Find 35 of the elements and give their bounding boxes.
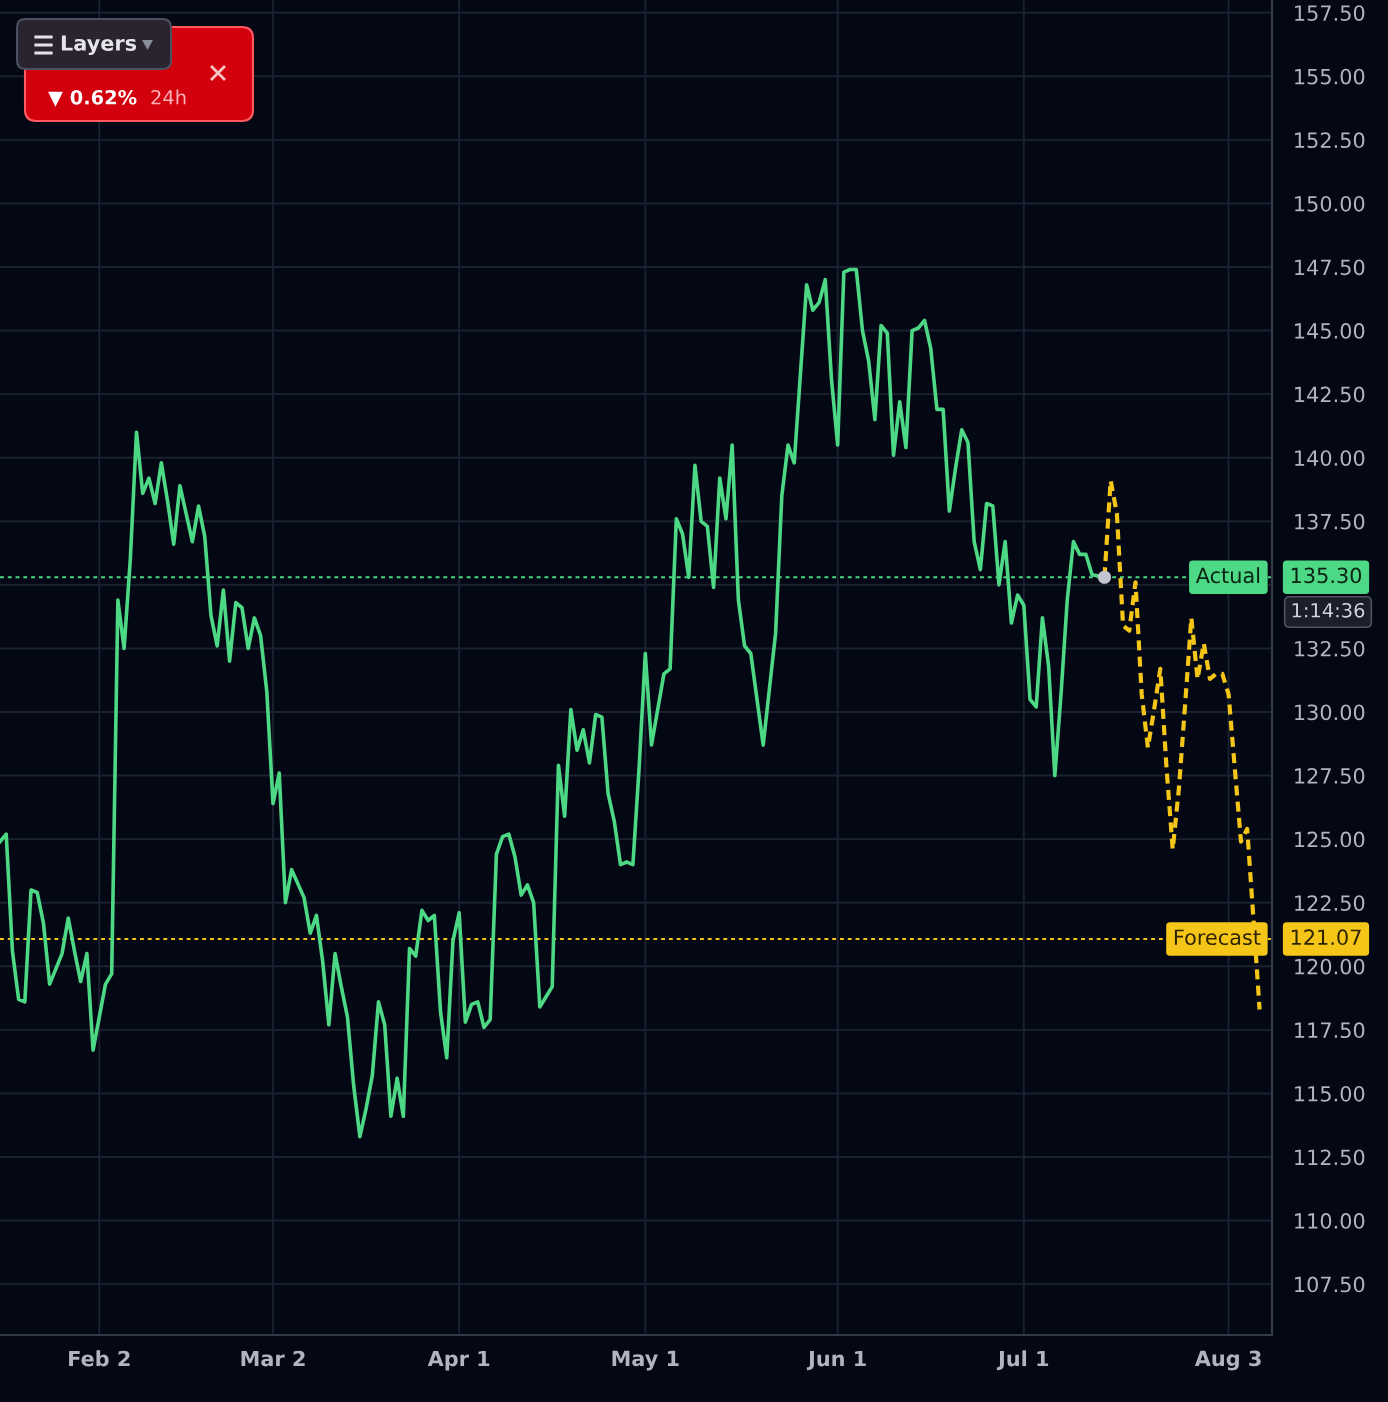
y-tick-label: 157.50	[1295, 5, 1365, 21]
y-tick-label: 145.00	[1295, 323, 1365, 339]
x-tick-label: Apr 1	[427, 1350, 490, 1371]
x-tick-label: Aug 3	[1194, 1350, 1261, 1371]
y-tick-label: 115.00	[1295, 1085, 1365, 1102]
y-tick-label: 107.50	[1295, 1276, 1365, 1293]
y-tick-label: 120.00	[1295, 958, 1365, 975]
annotation: Layers	[61, 35, 137, 56]
y-tick-label: 112.50	[1295, 1149, 1365, 1166]
x-tick-label: Jul 1	[996, 1350, 1049, 1371]
y-tick-label: 137.50	[1295, 513, 1365, 530]
text: 1:14:36	[1292, 602, 1365, 618]
text: Actual	[1195, 567, 1260, 584]
y-tick-label: 117.50	[1295, 1022, 1365, 1039]
annotation: ▼ 0.62%	[48, 89, 137, 107]
ref-line-label: 121.07	[1291, 929, 1361, 946]
x-tick-label: Feb 2	[69, 1350, 130, 1367]
y-tick-label: 147.50	[1295, 259, 1365, 276]
y-tick-label: 127.50	[1295, 768, 1365, 784]
y-tick-label: 110.00	[1295, 1213, 1365, 1229]
x-tick-label: Mar 2	[241, 1350, 305, 1367]
ref-line-label: 135.30	[1291, 567, 1362, 584]
y-tick-label: 142.50	[1295, 386, 1365, 403]
x-tick-label: May 1	[612, 1350, 679, 1371]
y-tick-label: 132.50	[1295, 640, 1365, 657]
x-tick-label: Jun 1	[806, 1350, 866, 1371]
y-tick-label: 130.00	[1295, 704, 1365, 721]
y-tick-label: 125.00	[1295, 831, 1365, 848]
y-tick-label: 122.50	[1295, 895, 1365, 911]
y-tick-label: 152.50	[1295, 132, 1365, 149]
y-tick-label: 140.00	[1295, 450, 1365, 466]
series-label: Forecast	[1174, 929, 1261, 946]
annotation: 24h	[151, 89, 186, 105]
y-tick-label: 150.00	[1295, 195, 1365, 212]
y-tick-label: 155.00	[1295, 68, 1365, 85]
